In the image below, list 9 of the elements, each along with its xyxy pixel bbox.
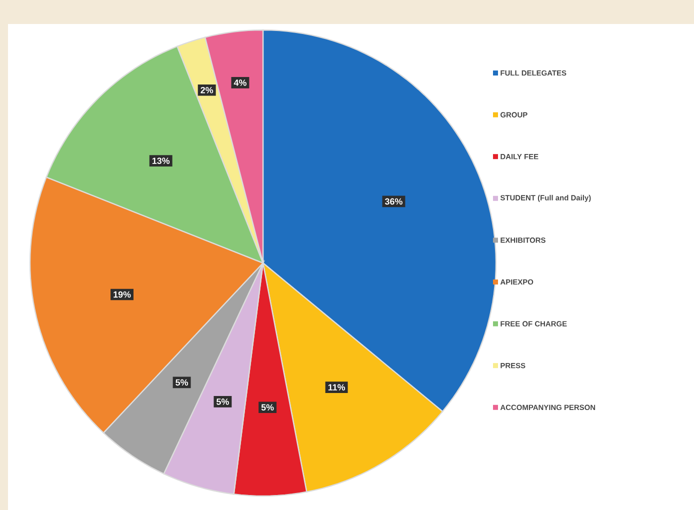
data-label: 5% [261,404,274,411]
data-label: 4% [234,80,246,86]
data-label: 36% [384,198,402,205]
data-label: 19% [114,291,131,298]
data-label: 13% [152,158,170,164]
data-label: 5% [176,379,188,386]
data-label: 5% [216,398,229,405]
data-label: 2% [200,86,214,94]
data-label: 11% [328,384,346,390]
